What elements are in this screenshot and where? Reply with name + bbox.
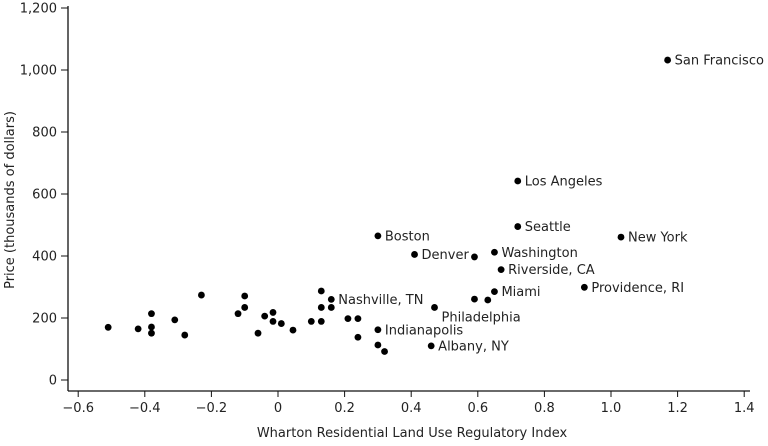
data-point <box>289 326 297 334</box>
data-point <box>148 310 155 318</box>
data-point <box>617 233 625 241</box>
x-tick-label: 0.6 <box>467 401 488 416</box>
point-label: Boston <box>385 229 430 244</box>
data-point <box>514 223 522 230</box>
y-tick-label: 1,000 <box>20 64 57 79</box>
x-tick-label: 1.4 <box>734 401 755 416</box>
data-point <box>327 296 335 303</box>
data-point <box>471 253 478 261</box>
y-axis-label: Price (thousands of dollars) <box>3 111 18 289</box>
point-label: Miami <box>501 285 540 300</box>
data-point <box>171 316 179 324</box>
data-point <box>491 288 498 296</box>
data-point <box>241 292 249 300</box>
data-point <box>148 329 155 337</box>
data-point <box>471 295 478 303</box>
point-label: Washington <box>501 246 577 261</box>
x-tick-label: −0.4 <box>129 401 161 416</box>
data-point <box>580 283 588 291</box>
point-label: San Francisco <box>675 54 764 69</box>
y-tick-label: 600 <box>32 188 57 203</box>
data-point <box>134 325 142 333</box>
x-tick-label: 1.0 <box>601 401 622 416</box>
x-axis-label: Wharton Residential Land Use Regulatory … <box>257 426 568 441</box>
data-point <box>354 315 362 323</box>
y-tick-label: 0 <box>49 374 57 389</box>
y-tick-label: 400 <box>32 250 57 265</box>
point-label: Providence, RI <box>591 281 684 296</box>
data-point <box>277 320 285 327</box>
data-point <box>307 318 315 325</box>
data-point <box>374 232 382 240</box>
data-point <box>431 304 438 311</box>
point-label: Nashville, TN <box>338 293 423 308</box>
data-point <box>269 309 277 316</box>
data-point <box>241 304 249 311</box>
data-point <box>269 318 277 325</box>
data-point <box>261 312 269 320</box>
x-tick-label: −0.6 <box>62 401 94 416</box>
data-point <box>317 287 325 295</box>
data-point <box>664 56 672 64</box>
data-points: San Francisco Los Angeles Seattle Boston New… <box>104 54 764 355</box>
data-point <box>484 296 492 304</box>
data-point <box>374 326 382 334</box>
data-point <box>514 177 522 185</box>
point-label: New York <box>628 231 688 246</box>
data-point <box>181 331 189 339</box>
point-label: Seattle <box>525 220 571 235</box>
data-point <box>317 318 325 325</box>
axes: −0.6 −0.4 −0.2 0 0.2 0.4 0.6 0.8 1.0 1.2 1.4 0 200 40… <box>20 2 755 417</box>
x-tick-label: 0.2 <box>334 401 355 416</box>
data-point <box>198 291 205 299</box>
data-point <box>374 341 382 349</box>
data-point <box>148 323 155 331</box>
point-label: Denver <box>422 248 470 263</box>
x-tick-label: 1.2 <box>667 401 688 416</box>
point-label: Los Angeles <box>525 174 603 189</box>
data-point <box>234 310 242 318</box>
x-tick-label: 0 <box>274 401 282 416</box>
point-label: Riverside, CA <box>508 263 595 278</box>
x-tick-label: 0.8 <box>534 401 555 416</box>
y-tick-label: 1,200 <box>20 2 57 17</box>
y-tick-label: 800 <box>32 126 57 141</box>
data-point <box>344 315 352 323</box>
data-point <box>254 329 262 337</box>
data-point <box>381 348 388 355</box>
data-point <box>411 251 418 258</box>
x-tick-label: 0.4 <box>401 401 422 416</box>
data-point <box>317 304 325 311</box>
data-point <box>491 248 498 256</box>
data-point <box>104 323 112 331</box>
x-tick-label: −0.2 <box>196 401 228 416</box>
y-tick-label: 200 <box>32 312 57 327</box>
data-point <box>327 304 335 311</box>
data-point <box>354 333 362 341</box>
data-point <box>497 266 505 274</box>
point-label: Indianapolis <box>385 323 464 338</box>
point-label: Philadelphia <box>442 310 521 325</box>
point-label: Albany, NY <box>438 339 509 354</box>
data-point <box>427 342 435 350</box>
